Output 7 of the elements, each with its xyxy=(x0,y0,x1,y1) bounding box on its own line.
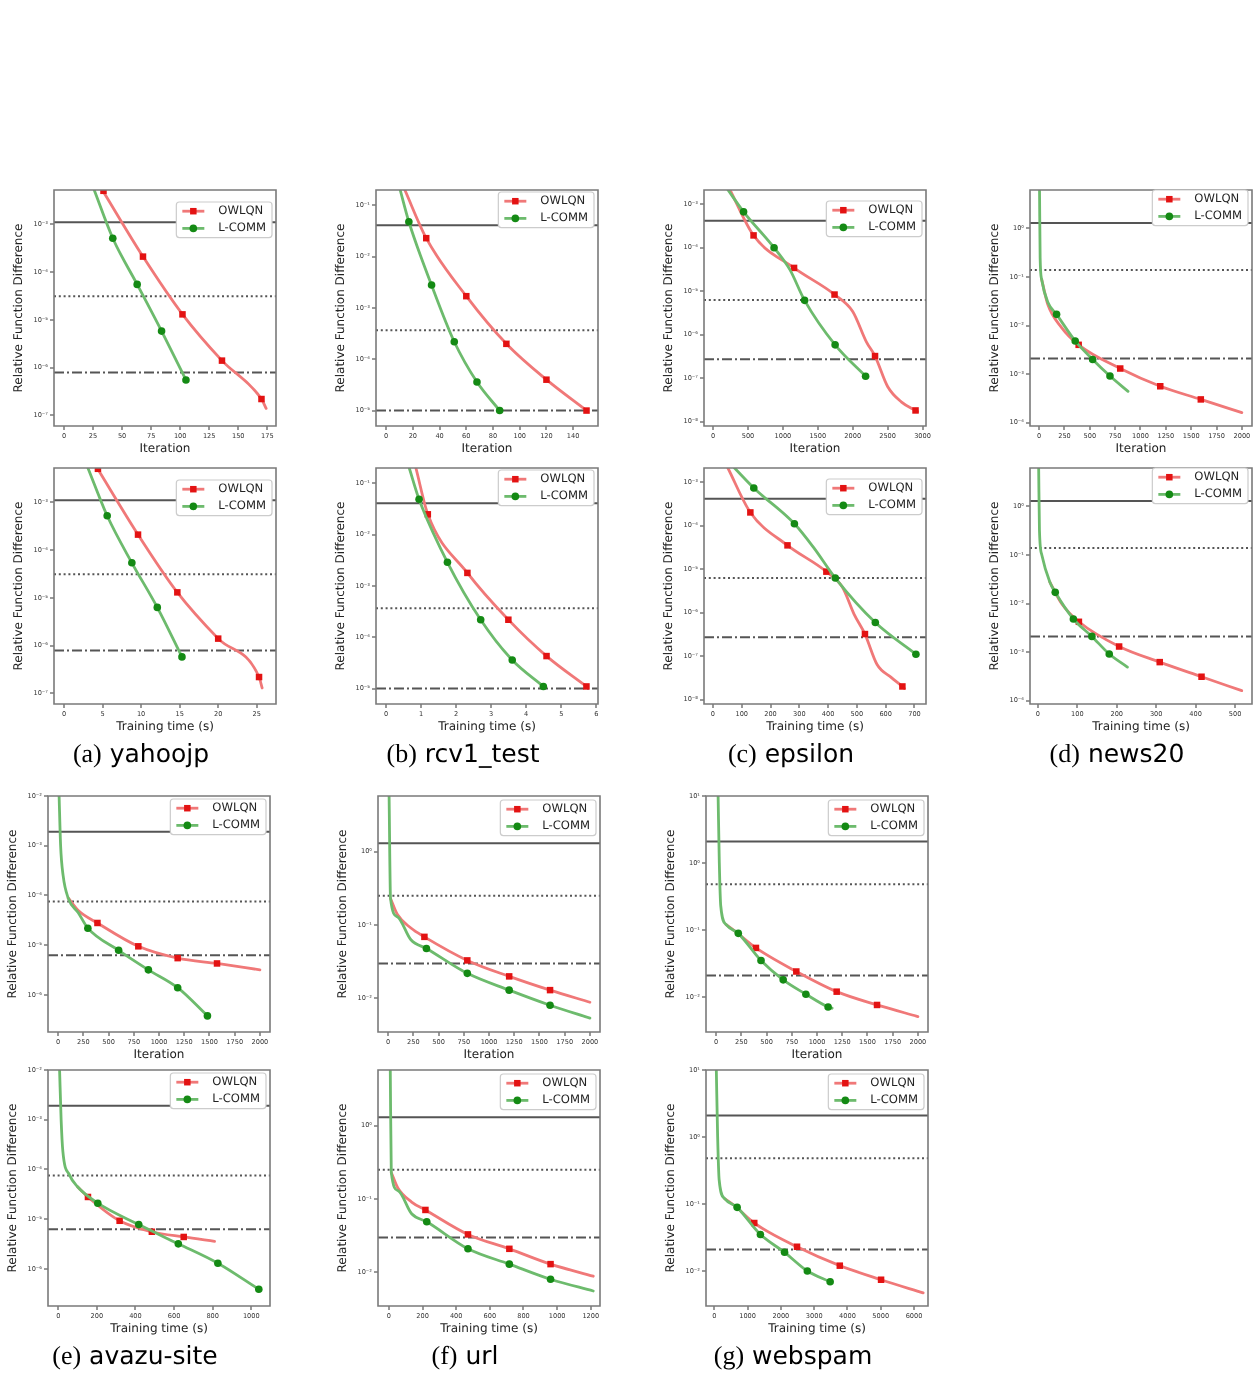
text: (b) rcv1_test xyxy=(386,737,540,767)
text: (d) news20 xyxy=(1049,737,1185,767)
text: (g) webspam xyxy=(713,1340,873,1370)
text: (c) epsilon xyxy=(727,737,855,767)
text: (f) url xyxy=(431,1340,499,1370)
text: (a) yahoojp xyxy=(72,737,210,767)
text: (e) avazu-site xyxy=(52,1340,218,1370)
